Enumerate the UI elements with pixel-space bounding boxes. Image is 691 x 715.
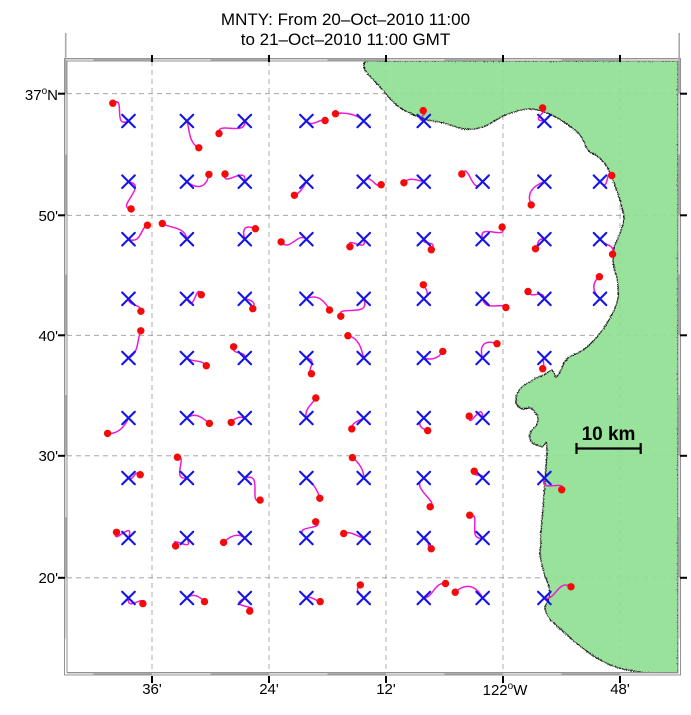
svg-text:10 km: 10 km bbox=[582, 424, 636, 445]
